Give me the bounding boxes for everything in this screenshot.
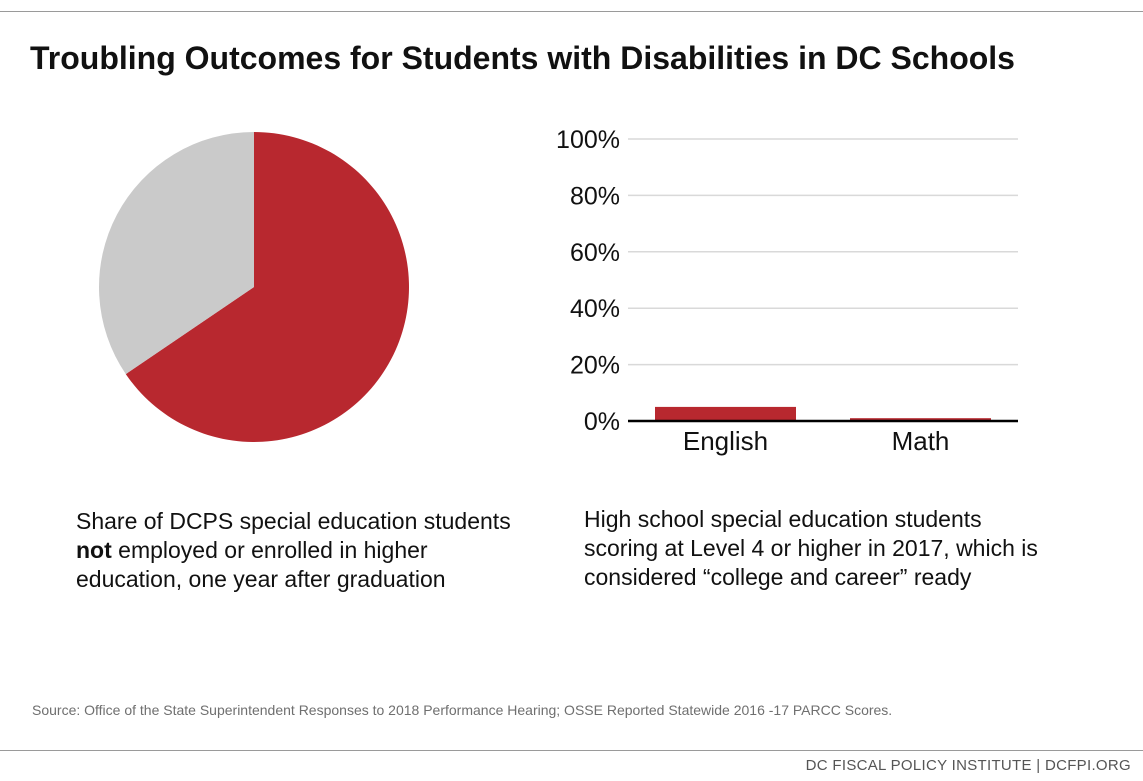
chart-title: Troubling Outcomes for Students with Dis… <box>30 40 1015 76</box>
bar-caption: High school special education students s… <box>584 506 1038 590</box>
y-tick-label: 100% <box>556 126 620 154</box>
y-tick-label: 20% <box>570 352 620 380</box>
pie-caption-end: employed or enrolled in higher education… <box>76 537 446 592</box>
pie-caption-bold: not <box>76 537 112 563</box>
pie-caption-start: Share of DCPS special education students <box>76 508 511 534</box>
bar-english <box>655 406 796 421</box>
footer-credit: DC FISCAL POLICY INSTITUTE | DCFPI.ORG <box>805 757 1131 774</box>
pie-chart <box>98 132 410 442</box>
bottom-divider <box>0 750 1143 751</box>
pie-caption: Share of DCPS special education students… <box>76 507 516 594</box>
bar-chart: 0% 20% 40% 60% 80% 100% English Math <box>556 126 1018 456</box>
x-tick-label: Math <box>892 426 950 456</box>
top-divider <box>0 11 1143 12</box>
y-tick-label: 80% <box>570 182 620 210</box>
bar-math <box>850 418 991 421</box>
pie-slice-0 <box>125 132 410 442</box>
pie-slice-1 <box>98 132 254 375</box>
source-note: Source: Office of the State Superintende… <box>32 702 893 718</box>
y-tick-label: 60% <box>570 239 620 267</box>
y-tick-label: 40% <box>570 295 620 323</box>
y-tick-label: 0% <box>584 408 620 436</box>
x-tick-label: English <box>683 426 768 456</box>
